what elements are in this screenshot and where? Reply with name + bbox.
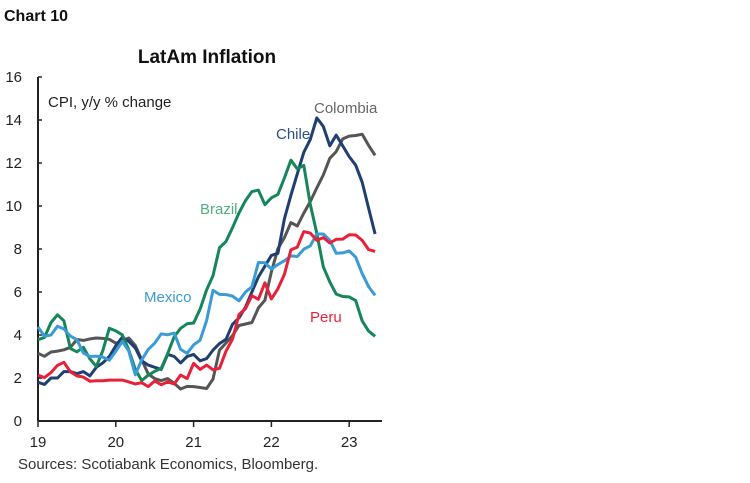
y-tick-label: 8 (14, 241, 22, 258)
y-tick-label: 4 (14, 327, 22, 344)
series-label-mexico: Mexico (144, 289, 192, 306)
y-tick-label: 12 (5, 155, 22, 172)
y-tick-label: 10 (5, 198, 22, 215)
y-tick-label: 14 (5, 112, 22, 129)
x-tick-label: 22 (263, 434, 280, 451)
series-group (36, 116, 377, 391)
x-tick-label: 21 (185, 434, 202, 451)
y-tick-label: 16 (5, 69, 22, 86)
series-line-chile (37, 116, 377, 386)
x-tick-label: 23 (341, 434, 358, 451)
source-note: Sources: Scotiabank Economics, Bloomberg… (18, 456, 318, 473)
series-line-peru (37, 230, 376, 389)
series-label-colombia: Colombia (314, 100, 378, 117)
series-label-peru: Peru (310, 309, 342, 326)
y-axis-label: CPI, y/y % change (48, 94, 171, 111)
series-line-mexico (36, 232, 377, 377)
series-label-brazil: Brazil (200, 201, 238, 218)
series-line-colombia (37, 132, 377, 391)
series-line-brazil (37, 158, 377, 383)
y-tick-label: 6 (14, 284, 22, 301)
x-tick-label: 20 (107, 434, 124, 451)
axes: 0 2 4 6 8 10 12 14 16 19 20 21 22 23 (5, 69, 382, 451)
y-tick-label: 2 (14, 370, 22, 387)
chart-number: Chart 10 (4, 8, 68, 25)
series-label-chile: Chile (276, 126, 310, 143)
y-tick-label: 0 (14, 413, 22, 430)
x-tick-label: 19 (30, 434, 47, 451)
chart-title: LatAm Inflation (138, 47, 276, 68)
